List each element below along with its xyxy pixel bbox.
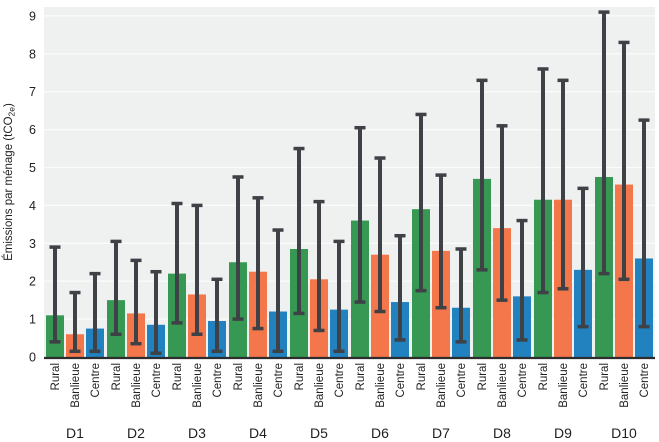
x-tick-label-D2-banlieue: Banlieue [131,363,143,408]
gridlines-layer [44,15,655,320]
group-label-D9: D9 [554,425,572,441]
x-tick-label-D9-rural: Rural [538,363,550,390]
x-tick-label-D8-centre: Centre [517,363,529,398]
x-tick-label-D9-centre: Centre [578,363,590,398]
x-tick-label-D7-centre: Centre [456,363,468,398]
group-label-D4: D4 [249,425,267,441]
x-tick-label-D1-centre: Centre [90,363,102,398]
error-bars-layer [49,10,650,355]
x-tick-label-D5-banlieue: Banlieue [314,363,326,408]
plot-background-layer [44,7,655,358]
x-tick-label-D4-rural: Rural [233,363,245,390]
y-tick-label-2: 2 [29,275,36,289]
group-label-D10: D10 [611,425,637,441]
group-label-D3: D3 [188,425,206,441]
x-tick-label-D4-banlieue: Banlieue [253,363,265,408]
x-tick-label-D10-centre: Centre [639,363,651,398]
x-tick-label-D3-rural: Rural [172,363,184,390]
group-label-D2: D2 [127,425,145,441]
x-tick-label-D1-banlieue: Banlieue [70,363,82,408]
y-tick-label-3: 3 [29,237,36,251]
x-tick-label-D7-rural: Rural [416,363,428,390]
group-label-D6: D6 [371,425,389,441]
y-tick-label-1: 1 [29,313,36,327]
y-axis-title-suffix: ) [3,103,15,107]
x-tick-label-D5-centre: Centre [334,363,346,398]
x-tick-label-D10-banlieue: Banlieue [619,363,631,408]
y-tick-label-0: 0 [29,351,36,365]
x-tick-label-D1-rural: Rural [50,363,62,390]
y-tick-label-4: 4 [29,199,36,213]
x-tick-label-D6-rural: Rural [355,363,367,390]
y-tick-label-7: 7 [29,85,36,99]
x-tick-label-D5-rural: Rural [294,363,306,390]
y-axis-title: Émissions par ménage (tCO2e) [2,103,17,261]
x-tick-label-D6-banlieue: Banlieue [375,363,387,408]
x-tick-label-D7-banlieue: Banlieue [436,363,448,408]
y-tick-label-9: 9 [29,9,36,23]
y-tick-label-8: 8 [29,47,36,61]
y-axis-title-subscript: 2e [7,107,17,117]
x-tick-label-D10-rural: Rural [599,363,611,390]
x-tick-label-D6-centre: Centre [395,363,407,398]
x-tick-label-D3-banlieue: Banlieue [192,363,204,408]
group-label-D7: D7 [432,425,450,441]
y-tick-label-6: 6 [29,123,36,137]
group-label-D1: D1 [66,425,84,441]
x-tick-label-D2-centre: Centre [151,363,163,398]
y-axis-title-prefix: Émissions par ménage (tCO [2,116,15,260]
labels-layer: 0 1 2 3 4 5 6 7 8 9 Rural Banlieue Centre D1 Rural Banl… [2,9,651,441]
x-tick-label-D3-centre: Centre [212,363,224,398]
y-tick-label-5: 5 [29,161,36,175]
group-label-D8: D8 [493,425,511,441]
x-tick-label-D8-banlieue: Banlieue [497,363,509,408]
x-tick-label-D9-banlieue: Banlieue [558,363,570,408]
group-label-D5: D5 [310,425,328,441]
x-tick-label-D2-rural: Rural [111,363,123,390]
x-tick-label-D8-rural: Rural [477,363,489,390]
x-tick-label-D4-centre: Centre [273,363,285,398]
plot-area [44,7,655,358]
